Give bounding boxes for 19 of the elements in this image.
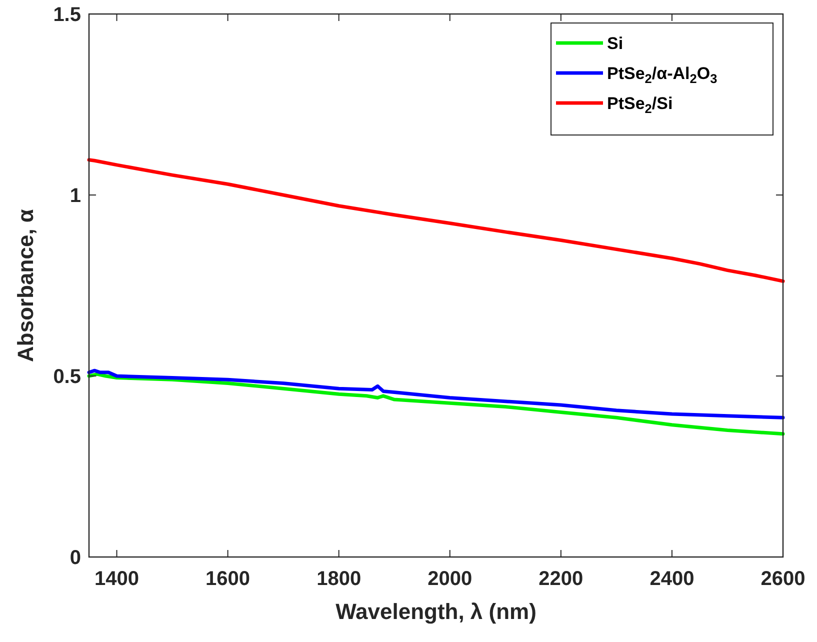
legend-label: Si [607,34,624,53]
x-axis-title: Wavelength, λ (nm) [336,599,536,624]
y-tick-label: 1.5 [53,4,81,26]
line-series [87,368,785,420]
y-tick-label: 0 [70,547,81,569]
line-series [87,158,785,283]
y-axis-title: Absorbance, α [13,208,38,362]
line-series [87,372,785,436]
x-tick-label: 1600 [206,568,250,590]
x-tick-label: 2000 [428,568,472,590]
x-tick-label: 2600 [760,568,806,590]
legend-label: PtSe$_{2}$/Si [607,94,673,116]
legend-label: PtSe$_{2}$/α-Al$_{2}$O$_{3}$ [607,64,718,86]
x-tick-label: 1400 [94,568,140,590]
x-tick-label: 1800 [316,568,362,590]
y-tick-label: 1 [70,185,81,207]
x-tick-label: 2200 [538,568,584,590]
y-tick-label: 0.5 [53,366,81,388]
x-tick-label: 2400 [650,568,694,590]
